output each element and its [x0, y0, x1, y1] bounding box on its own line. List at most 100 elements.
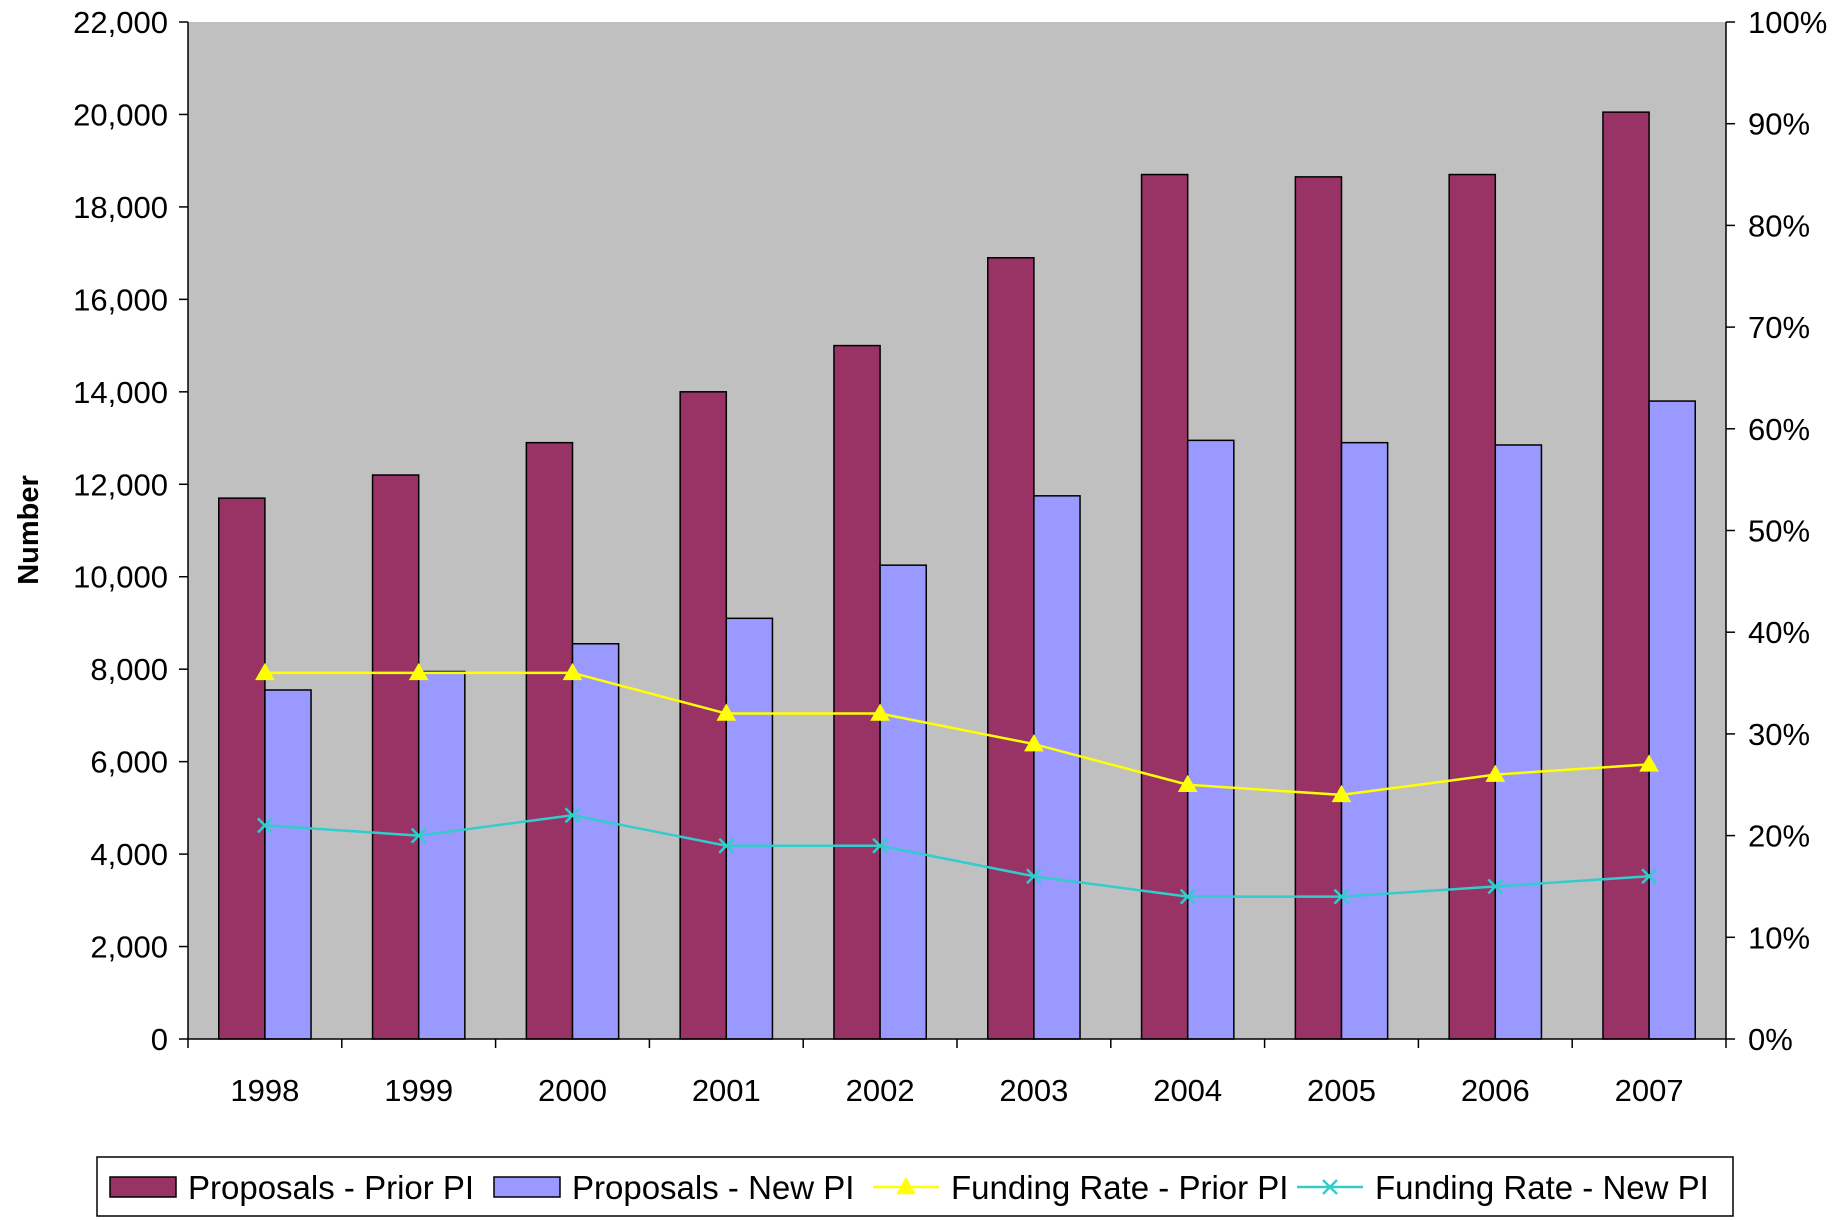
legend-marker-funding-rate-new-pi-stroke — [1322, 1179, 1338, 1195]
y-tick-label: 18,000 — [73, 190, 168, 225]
bar-new-pi — [571, 643, 620, 1040]
y-axis-title: Number — [13, 475, 45, 585]
y2-tick-label: 20% — [1748, 819, 1810, 854]
y2-tick-label: 80% — [1748, 208, 1810, 243]
y-tick-label: 2,000 — [90, 930, 168, 965]
y-tick-label: 4,000 — [90, 837, 168, 872]
point-funding-rate-new-pi — [718, 837, 735, 854]
point-funding-rate-new-pi-stroke — [257, 817, 273, 834]
point-funding-rate-prior-pi — [408, 662, 429, 681]
point-funding-rate-new-pi — [1333, 888, 1350, 905]
bar-prior-pi — [525, 441, 574, 1040]
point-funding-rate-new-pi-stroke — [718, 837, 735, 854]
bar-new-pi — [1186, 439, 1235, 1040]
x-tick-label: 2002 — [846, 1073, 915, 1108]
y-tick-label: 14,000 — [73, 375, 168, 410]
point-funding-rate-new-pi — [564, 807, 581, 824]
bar-new-pi — [1340, 441, 1389, 1040]
legend-label-funding-rate-prior-pi: Funding Rate - Prior PI — [951, 1169, 1288, 1206]
point-funding-rate-new-pi-stroke — [872, 837, 888, 854]
y2-tick-label: 70% — [1748, 310, 1810, 345]
legend-label-proposals-new-pi: Proposals - New PI — [572, 1169, 854, 1206]
y2-tick-label: 50% — [1748, 514, 1810, 549]
bar-prior-pi — [987, 257, 1035, 1040]
bar-new-pi — [1648, 400, 1696, 1040]
y2-tick-label: 90% — [1748, 107, 1810, 142]
point-funding-rate-prior-pi — [255, 662, 275, 681]
point-funding-rate-prior-pi — [562, 662, 583, 681]
legend-swatch-proposals-new-pi — [493, 1176, 561, 1198]
x-tick-label: 2007 — [1615, 1073, 1684, 1108]
x-tick-label: 1999 — [384, 1073, 453, 1108]
x-tick-label: 2005 — [1307, 1073, 1376, 1108]
y2-tick-label: 60% — [1748, 412, 1810, 447]
bar-prior-pi — [679, 391, 728, 1040]
bar-new-pi — [1494, 444, 1543, 1040]
point-funding-rate-prior-pi — [870, 703, 890, 721]
line-series-group — [255, 662, 1659, 905]
point-funding-rate-new-pi — [1487, 878, 1504, 895]
bar-prior-pi — [1140, 173, 1189, 1040]
point-funding-rate-prior-pi — [1331, 784, 1352, 803]
point-funding-rate-prior-pi — [1024, 734, 1044, 752]
y-tick-label: 8,000 — [90, 652, 168, 687]
bar-prior-pi — [218, 497, 266, 1040]
legend-marker-funding-rate-prior-pi — [896, 1176, 916, 1195]
legend-marker-funding-rate-new-pi — [1322, 1179, 1338, 1195]
point-funding-rate-new-pi — [872, 837, 888, 854]
line-funding-rate-new-pi — [264, 813, 1650, 898]
y-tick-label: 16,000 — [73, 282, 168, 317]
point-funding-rate-new-pi-stroke — [1026, 868, 1042, 885]
bar-prior-pi — [1448, 173, 1497, 1040]
y2-tick-label: 40% — [1748, 615, 1810, 650]
y-tick-label: 22,000 — [73, 5, 168, 40]
point-funding-rate-new-pi-stroke — [410, 827, 427, 844]
point-funding-rate-prior-pi — [1177, 774, 1198, 792]
legend-label-funding-rate-new-pi: Funding Rate - New PI — [1375, 1169, 1709, 1206]
bar-prior-pi — [1294, 176, 1343, 1040]
point-funding-rate-new-pi — [257, 817, 273, 834]
bar-new-pi — [879, 564, 927, 1040]
y-tick-label: 20,000 — [73, 97, 168, 132]
point-funding-rate-prior-pi — [1485, 764, 1506, 782]
bar-prior-pi — [371, 474, 420, 1040]
line-funding-rate-prior-pi — [264, 671, 1650, 797]
point-funding-rate-new-pi-stroke — [564, 807, 581, 824]
point-funding-rate-new-pi-stroke — [1333, 888, 1350, 905]
bar-new-pi — [264, 689, 312, 1040]
bar-new-pi — [1033, 495, 1081, 1040]
y-tick-label: 0 — [151, 1022, 168, 1057]
y2-tick-label: 30% — [1748, 717, 1810, 752]
point-funding-rate-prior-pi — [1639, 754, 1659, 772]
y2-tick-label: 100% — [1748, 5, 1827, 40]
y-tick-label: 12,000 — [73, 467, 168, 502]
bar-new-pi — [725, 617, 774, 1040]
bar-series-group — [218, 111, 1696, 1040]
y-tick-label: 10,000 — [73, 560, 168, 595]
legend-swatch-proposals-prior-pi — [109, 1176, 177, 1198]
y-tick-label: 6,000 — [90, 745, 168, 780]
legend-label-proposals-prior-pi: Proposals - Prior PI — [188, 1169, 474, 1206]
point-funding-rate-new-pi — [1641, 868, 1657, 885]
bar-prior-pi — [1602, 111, 1650, 1040]
ticks-group: 0 2,000 4,000 6,000 8,000 10,000 12,000 14,000 1… — [73, 5, 1827, 1108]
y2-tick-label: 10% — [1748, 920, 1810, 955]
bar-prior-pi — [833, 344, 881, 1040]
x-tick-label: 2003 — [999, 1073, 1068, 1108]
point-funding-rate-new-pi-stroke — [1641, 868, 1657, 885]
x-tick-label: 2004 — [1153, 1073, 1222, 1108]
y2-tick-label: 0% — [1748, 1022, 1793, 1057]
point-funding-rate-prior-pi — [716, 703, 737, 721]
x-tick-label: 2001 — [692, 1073, 761, 1108]
point-funding-rate-new-pi — [410, 827, 427, 844]
legend: Proposals - Prior PI Proposals - New PI Fu… — [96, 1156, 1734, 1217]
point-funding-rate-new-pi — [1026, 868, 1042, 885]
bar-new-pi — [417, 670, 466, 1040]
x-tick-label: 1998 — [230, 1073, 299, 1108]
point-funding-rate-new-pi-stroke — [1179, 888, 1196, 905]
x-tick-label: 2000 — [538, 1073, 607, 1108]
x-tick-label: 2006 — [1461, 1073, 1530, 1108]
point-funding-rate-new-pi-stroke — [1487, 878, 1504, 895]
point-funding-rate-new-pi — [1179, 888, 1196, 905]
